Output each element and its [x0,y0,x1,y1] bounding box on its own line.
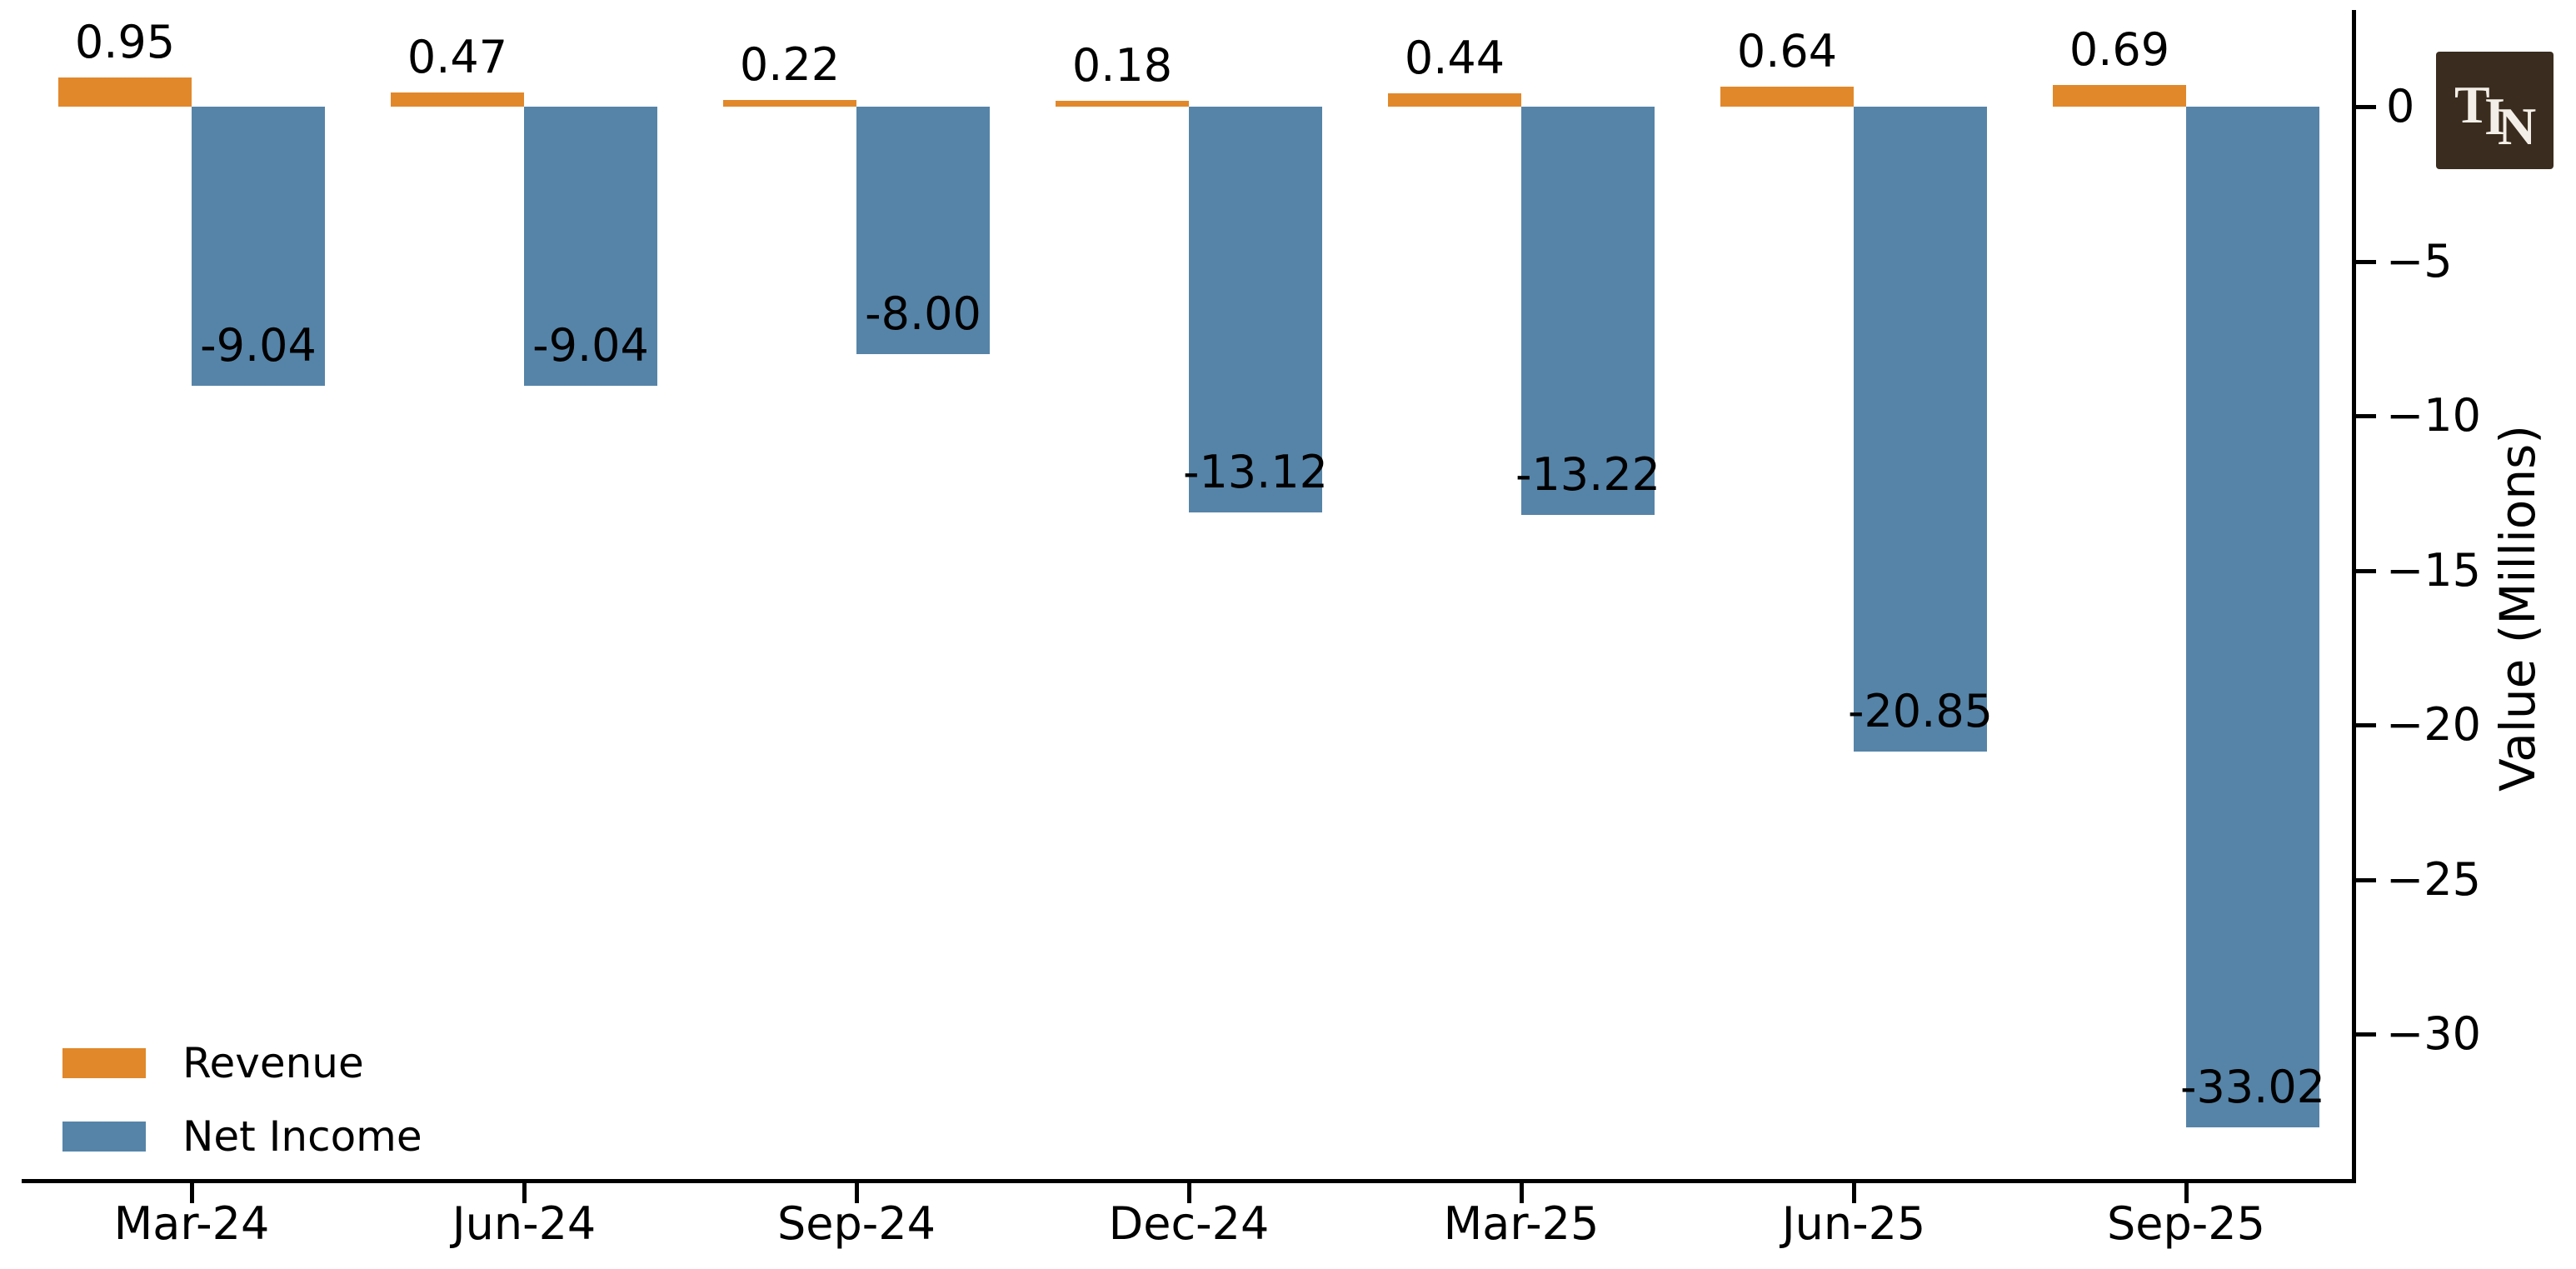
x-tick [1852,1183,1856,1203]
legend: Revenue Net Income [62,1042,422,1188]
revenue-value-label: 0.64 [1736,25,1838,78]
x-tick-label: Jun-24 [452,1197,597,1250]
x-tick-label: Jun-25 [1781,1197,1926,1250]
net-income-value-label: -8.00 [865,287,981,340]
y-tick [2356,877,2376,882]
revenue-bar [58,77,192,107]
y-tick-label: −25 [2386,852,2481,906]
net-income-value-label: -9.04 [532,319,649,372]
x-tick [1187,1183,1191,1203]
net-income-bar [1189,107,1322,512]
y-tick [2356,568,2376,573]
legend-swatch-revenue [62,1048,146,1078]
logo-letter-i: I [2484,87,2505,146]
y-tick-label: −10 [2386,389,2481,442]
x-tick-label: Sep-24 [777,1197,936,1250]
y-tick-label: −5 [2386,234,2453,287]
legend-item-net-income: Net Income [62,1115,422,1158]
net-income-bar [2186,107,2319,1128]
net-income-value-label: -13.22 [1515,448,1661,502]
revenue-bar [1388,92,1521,107]
x-tick [522,1183,527,1203]
company-logo: T I N [2436,52,2554,169]
y-tick-label: 0 [2386,80,2415,132]
x-tick [1520,1183,1524,1203]
legend-swatch-net-income [62,1122,146,1152]
legend-label-net-income: Net Income [182,1112,422,1161]
y-tick-label: −20 [2386,698,2481,751]
x-tick-label: Mar-24 [113,1197,270,1250]
bottom-axis-spine [22,1179,2356,1183]
y-tick [2356,414,2376,418]
revenue-bar [1056,101,1189,107]
revenue-value-label: 0.69 [2069,23,2170,77]
logo-letter-t: T [2454,75,2490,134]
revenue-value-label: 0.95 [74,15,176,68]
net-income-value-label: -33.02 [2179,1061,2326,1114]
revenue-bar [391,92,524,107]
y-tick [2356,105,2376,109]
x-tick [855,1183,859,1203]
y-tick [2356,1032,2376,1037]
net-income-bar [1521,107,1655,516]
revenue-bar [1720,87,1854,107]
revenue-bar [2053,85,2186,107]
net-income-value-label: -20.85 [1847,684,1994,737]
y-tick [2356,723,2376,727]
right-axis-spine [2352,10,2356,1183]
revenue-value-label: 0.22 [739,37,841,91]
x-tick [190,1183,194,1203]
net-income-bar [192,107,325,387]
y-tick-label: −30 [2386,1007,2481,1060]
y-tick [2356,259,2376,264]
y-axis-title: Value (Millions) [2489,425,2546,792]
net-income-bar [1854,107,1987,752]
x-tick [2184,1183,2189,1203]
logo-letter-n: N [2498,97,2537,156]
x-tick-label: Mar-25 [1443,1197,1600,1250]
revenue-bar [723,99,856,107]
legend-label-revenue: Revenue [182,1039,364,1087]
legend-item-revenue: Revenue [62,1042,422,1085]
revenue-value-label: 0.47 [407,30,508,83]
revenue-value-label: 0.44 [1404,31,1505,84]
revenue-value-label: 0.18 [1071,39,1173,92]
net-income-bar [524,107,657,387]
net-income-bar [856,107,990,354]
y-tick-label: −15 [2386,543,2481,597]
net-income-value-label: -13.12 [1182,445,1329,498]
x-tick-label: Sep-25 [2107,1197,2265,1250]
x-tick-label: Dec-24 [1108,1197,1270,1250]
net-income-value-label: -9.04 [200,319,317,372]
